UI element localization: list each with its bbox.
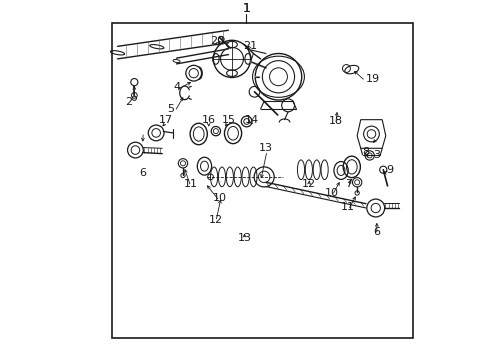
Text: 2: 2 (124, 97, 132, 107)
Text: 7: 7 (344, 179, 351, 189)
Text: 8: 8 (362, 147, 369, 157)
Text: 13: 13 (237, 233, 251, 243)
Text: 1: 1 (242, 2, 250, 15)
Text: 16: 16 (202, 115, 215, 125)
Text: 21: 21 (243, 41, 256, 51)
Text: 10: 10 (325, 188, 339, 198)
Text: 17: 17 (159, 115, 173, 125)
Text: 14: 14 (244, 115, 258, 125)
Text: 11: 11 (341, 202, 354, 212)
Text: 6: 6 (372, 227, 380, 237)
Text: 5: 5 (167, 104, 174, 114)
Text: 1: 1 (242, 2, 250, 15)
Text: 4: 4 (173, 82, 180, 93)
Text: 9: 9 (385, 165, 392, 175)
Text: 13: 13 (259, 143, 272, 153)
Text: 11: 11 (183, 179, 198, 189)
Text: 20: 20 (210, 36, 224, 46)
Text: 3: 3 (372, 150, 380, 161)
Text: 18: 18 (328, 117, 342, 126)
Text: 15: 15 (221, 115, 235, 125)
Text: 12: 12 (208, 215, 223, 225)
Text: 6: 6 (139, 168, 146, 178)
Text: 12: 12 (301, 179, 315, 189)
Text: 10: 10 (212, 193, 226, 203)
Bar (112, 23, 412, 338)
Text: 19: 19 (366, 73, 380, 84)
